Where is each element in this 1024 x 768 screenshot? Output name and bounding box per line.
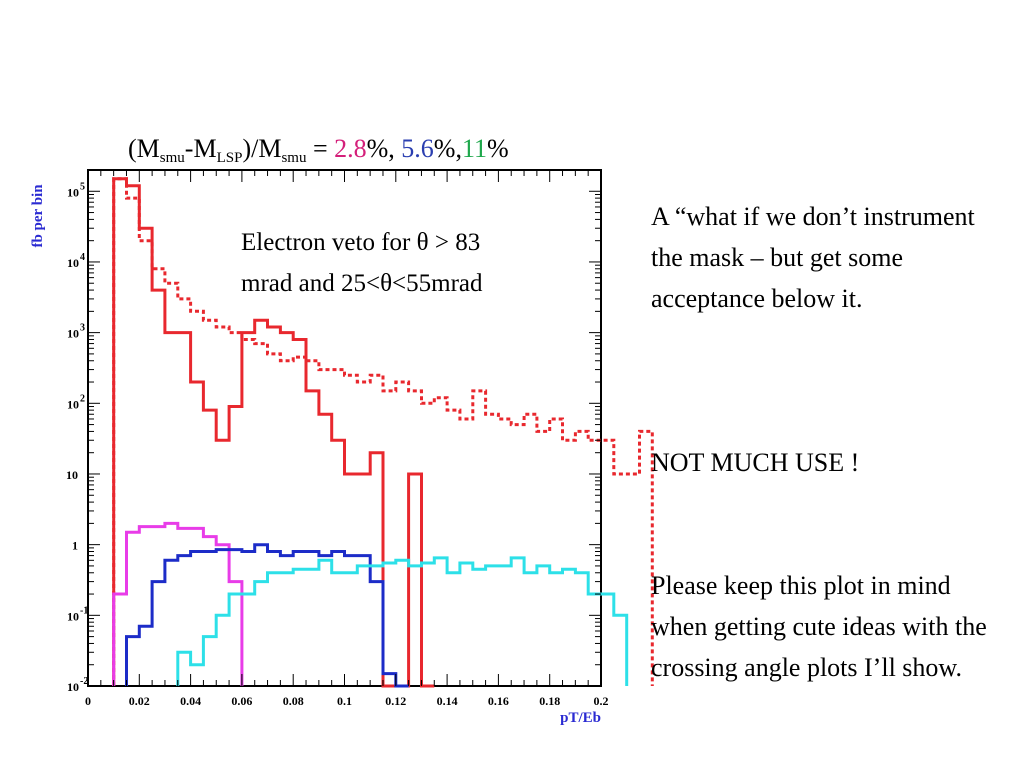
y-tick-label: 10 <box>67 609 79 623</box>
chart-title: (Msmu-MLSP)/Msmu = 2.8%, 5.6%,11% <box>128 134 509 166</box>
plot-frame <box>87 169 602 687</box>
x-axis-title: pT/Eb <box>560 710 601 726</box>
tick-layer <box>87 169 602 687</box>
annotation-line-1: Electron veto for θ > 83 <box>241 229 480 256</box>
note-3: Please keep this plot in mind when getti… <box>651 571 987 682</box>
title-value-red: 2.8 <box>334 134 367 163</box>
y-tick-exponent: 4 <box>80 252 85 263</box>
series-red-solid-1 <box>112 177 435 688</box>
note-2: NOT MUCH USE ! <box>651 448 860 477</box>
annotation-line-2: mrad and 25<θ<55mrad <box>241 270 483 297</box>
y-tick-exponent: -2 <box>80 676 88 687</box>
series-blue-solid-3 <box>125 543 409 688</box>
title-value-green: 11 <box>461 134 488 163</box>
x-tick-label: 0.18 <box>539 694 560 708</box>
title-value-blue: 5.6 <box>401 134 434 163</box>
x-tick-label: 0.04 <box>180 694 201 708</box>
y-tick-label: 10 <box>67 397 79 411</box>
note-1: A “what if we don’t instrument the mask … <box>651 202 975 313</box>
x-tick-label: 0.12 <box>385 694 406 708</box>
y-tick-exponent: 3 <box>80 323 85 334</box>
x-tick-label: 0.02 <box>129 694 150 708</box>
y-tick-exponent: -1 <box>80 605 88 616</box>
x-tick-label: 0.06 <box>231 694 252 708</box>
x-tick-label: 0 <box>85 694 91 708</box>
x-tick-label: 0.14 <box>437 694 458 708</box>
y-tick-label: 10 <box>67 680 79 694</box>
series-magenta-solid-2 <box>112 521 244 686</box>
x-tick-label: 0.08 <box>283 694 304 708</box>
y-tick-exponent: 2 <box>80 393 85 404</box>
y-axis-title: fb per bin <box>30 184 46 248</box>
y-tick-label: 10 <box>67 185 79 199</box>
y-tick-label: 10 <box>67 327 79 341</box>
y-tick-label: 1 <box>72 539 78 553</box>
x-tick-label: 0.16 <box>488 694 509 708</box>
series-cyan-solid-4 <box>176 556 629 686</box>
tick-label-layer: 0 0.02 0.04 0.06 0.08 0.1 0.12 0.14 0.16 0.18 0.2 1… <box>66 181 609 708</box>
x-tick-label: 0.2 <box>594 694 609 708</box>
series-red-dashed-0 <box>112 177 654 686</box>
series-layer <box>112 177 654 688</box>
x-tick-label: 0.1 <box>337 694 352 708</box>
y-tick-label: 10 <box>66 468 78 482</box>
y-tick-exponent: 5 <box>80 181 85 192</box>
y-tick-label: 10 <box>67 256 79 270</box>
